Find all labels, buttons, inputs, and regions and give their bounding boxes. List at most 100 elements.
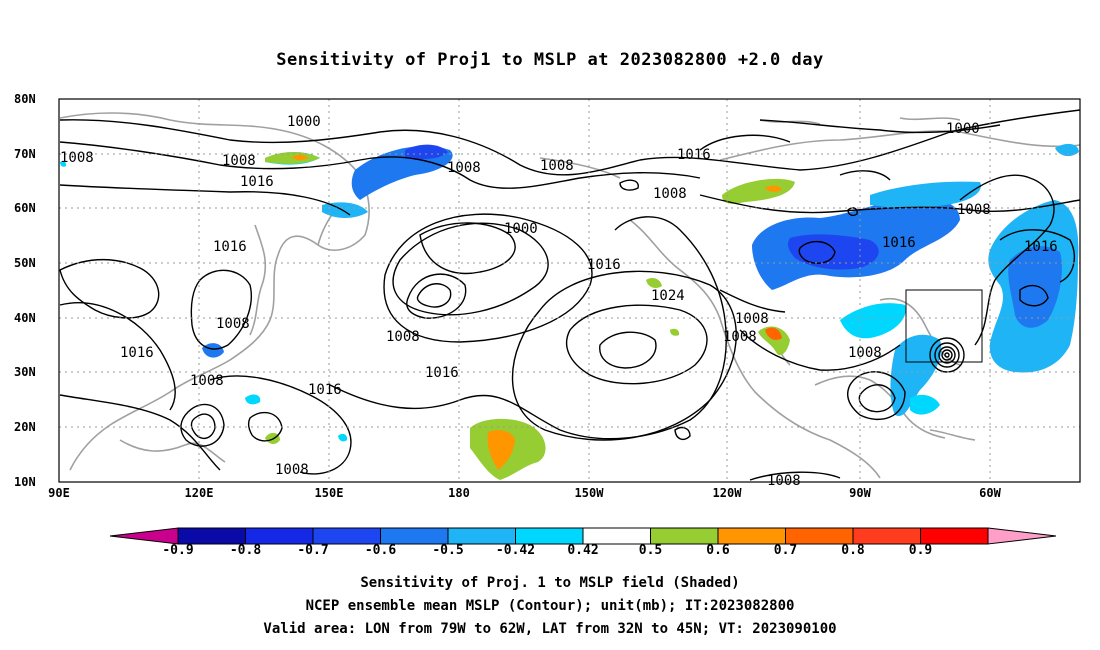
- chart-title: Sensitivity of Proj1 to MSLP at 20230828…: [276, 50, 824, 70]
- colorbar-value: -0.5: [432, 543, 464, 558]
- lat-label: 20N: [14, 420, 36, 434]
- grid-lines: [59, 99, 1080, 482]
- colorbar-swatch: [312, 527, 381, 545]
- negative-sensitivity-region: [890, 334, 942, 416]
- negative-sensitivity-region: [245, 394, 261, 405]
- contour-label: 1016: [1024, 239, 1058, 255]
- contour-label: 1024: [651, 288, 685, 304]
- caption-line-1: Sensitivity of Proj. 1 to MSLP field (Sh…: [360, 575, 740, 591]
- contour-label: 1016: [308, 382, 342, 398]
- colorbar-value: 0.7: [773, 543, 798, 558]
- map-frame: [58, 98, 1081, 483]
- lon-label: 90W: [849, 486, 871, 500]
- caption-line-3: Valid area: LON from 79W to 62W, LAT fro…: [263, 621, 837, 637]
- positive-sensitivity-region: [670, 328, 680, 336]
- negative-sensitivity-region: [1008, 246, 1062, 328]
- colorbar-swatch: [380, 527, 449, 545]
- contour-label: 1008: [735, 311, 769, 327]
- contour-label: 1008: [653, 186, 687, 202]
- colorbar-swatch: [245, 527, 314, 545]
- lat-label: 30N: [14, 365, 36, 379]
- contour-label: 1016: [240, 174, 274, 190]
- caption-line-2: NCEP ensemble mean MSLP (Contour); unit(…: [305, 598, 795, 614]
- valid-area-box: [905, 289, 983, 363]
- positive-sensitivity-region: [292, 154, 308, 161]
- contour-label-group: 1000 1008 1008 1016 1016 1008 1008 1000 …: [60, 114, 1058, 489]
- positive-sensitivity-region: [722, 178, 795, 204]
- colorbar-swatch: [582, 527, 651, 545]
- lat-label: 70N: [14, 147, 36, 161]
- positive-sensitivity-region: [765, 327, 782, 340]
- contour-label: 1008: [957, 202, 991, 218]
- lon-label: 90E: [48, 486, 70, 500]
- negative-sensitivity-region: [1055, 143, 1079, 157]
- contour-label: 1008: [540, 158, 574, 174]
- positive-sensitivity-region: [265, 432, 280, 444]
- contour-label: 1016: [120, 345, 154, 361]
- negative-sensitivity-region: [60, 161, 67, 167]
- colorbar-value: 0.42: [567, 543, 599, 558]
- lat-label: 40N: [14, 311, 36, 325]
- negative-sensitivity-region: [870, 181, 981, 209]
- contour-label: 1000: [946, 121, 980, 137]
- colorbar-swatch: [852, 527, 921, 545]
- colorbar-value: 0.8: [841, 543, 865, 558]
- colorbar-swatch: [920, 527, 989, 545]
- positive-sensitivity-region: [758, 326, 790, 356]
- colorbar-max-arrow: [987, 527, 1057, 545]
- lon-label: 120E: [184, 486, 214, 500]
- negative-sensitivity-region: [787, 234, 879, 270]
- negative-sensitivity-region: [405, 144, 448, 160]
- colorbar-value: -0.9: [162, 543, 194, 558]
- lat-label: 80N: [14, 92, 36, 106]
- lon-label: 120W: [712, 486, 742, 500]
- positive-sensitivity-region: [765, 185, 782, 192]
- negative-sensitivity-region: [910, 394, 940, 415]
- mslp-contours: [59, 109, 1081, 481]
- contour-label: 1008: [386, 329, 420, 345]
- colorbar: [109, 527, 1057, 545]
- colorbar-value: -0.6: [364, 543, 397, 558]
- colorbar-value: 0.9: [908, 543, 933, 558]
- contour-label: 1016: [587, 257, 621, 273]
- colorbar-swatch: [717, 527, 786, 545]
- lat-label: 50N: [14, 256, 36, 270]
- colorbar-value: -0.42: [495, 543, 536, 558]
- colorbar-swatch: [650, 527, 719, 545]
- contour-label: 1008: [222, 153, 256, 169]
- contour-label: 1008: [848, 345, 882, 361]
- negative-sensitivity-region: [840, 303, 906, 339]
- contour-label: 1008: [723, 329, 757, 345]
- negative-sensitivity-region: [338, 433, 348, 442]
- contour-label: 1016: [213, 239, 247, 255]
- lat-label: 60N: [14, 201, 36, 215]
- lon-label: 150W: [574, 486, 604, 500]
- negative-sensitivity-region: [202, 343, 224, 358]
- contour-label: 1000: [504, 221, 538, 237]
- colorbar-swatch: [785, 527, 854, 545]
- colorbar-value: -0.8: [229, 543, 262, 558]
- contour-label: 1008: [767, 473, 801, 489]
- colorbar-value-labels: -0.9 -0.8 -0.7 -0.6 -0.5 -0.42 0.42 0.5 …: [0, 543, 1100, 561]
- positive-sensitivity-region: [265, 152, 320, 164]
- contour-label: 1008: [275, 462, 309, 478]
- contour-label: 1016: [677, 147, 711, 163]
- lat-label: 10N: [14, 475, 36, 489]
- contour-label: 1016: [425, 365, 459, 381]
- lon-label: 180: [448, 486, 470, 500]
- colorbar-min-arrow: [109, 527, 179, 545]
- contour-label: 1008: [447, 160, 481, 176]
- contour-label: 1016: [882, 235, 916, 251]
- colorbar-swatch: [447, 527, 516, 545]
- lon-label: 150E: [314, 486, 344, 500]
- negative-sensitivity-region: [351, 146, 453, 200]
- colorbar-swatch: [177, 527, 246, 545]
- contour-label: 1008: [216, 316, 250, 332]
- contour-label: 1008: [60, 150, 94, 166]
- contour-label: 1008: [190, 373, 224, 389]
- colorbar-value: -0.7: [297, 543, 329, 558]
- lon-label: 60W: [979, 486, 1001, 500]
- contour-label: 1000: [287, 114, 321, 130]
- colorbar-value: 0.6: [706, 543, 730, 558]
- positive-sensitivity-region: [487, 430, 515, 470]
